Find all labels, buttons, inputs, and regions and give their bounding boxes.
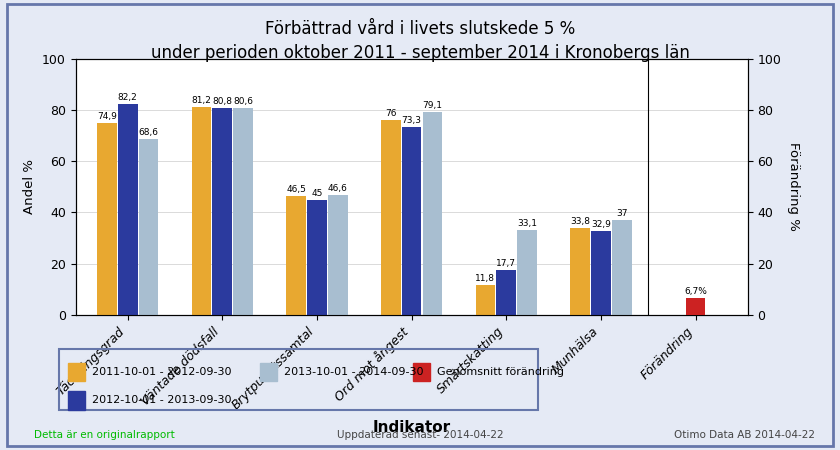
Text: Detta är en originalrapport: Detta är en originalrapport — [34, 430, 175, 440]
Bar — [307, 200, 327, 315]
Bar — [139, 139, 159, 315]
Text: Otimo Data AB 2014-04-22: Otimo Data AB 2014-04-22 — [674, 430, 815, 440]
Bar — [685, 298, 706, 315]
Text: 2011-10-01 - 2012-09-30: 2011-10-01 - 2012-09-30 — [92, 367, 232, 377]
Bar — [118, 104, 138, 315]
Bar — [591, 230, 611, 315]
Text: 33,1: 33,1 — [517, 219, 537, 228]
Y-axis label: Andel %: Andel % — [24, 159, 36, 214]
Bar — [496, 270, 516, 315]
Text: 80,6: 80,6 — [234, 97, 253, 106]
Bar — [68, 363, 85, 381]
Bar — [570, 228, 590, 315]
Bar — [402, 127, 422, 315]
Text: 2013-10-01 - 2014-09-30: 2013-10-01 - 2014-09-30 — [284, 367, 423, 377]
Text: 6,7%: 6,7% — [684, 287, 707, 296]
Text: 17,7: 17,7 — [496, 259, 517, 268]
X-axis label: Indikator: Indikator — [372, 420, 451, 436]
Y-axis label: Förändring %: Förändring % — [787, 142, 800, 231]
Bar — [413, 363, 430, 381]
Text: 73,3: 73,3 — [402, 116, 422, 125]
Bar — [68, 392, 85, 410]
Text: 76: 76 — [385, 109, 396, 118]
Bar — [286, 196, 306, 315]
Text: 46,5: 46,5 — [286, 184, 306, 194]
Bar — [612, 220, 632, 315]
Text: 32,9: 32,9 — [591, 220, 611, 229]
Bar — [234, 108, 253, 315]
Text: 46,6: 46,6 — [328, 184, 348, 194]
Text: Uppdaterad senast- 2014-04-22: Uppdaterad senast- 2014-04-22 — [337, 430, 503, 440]
Bar — [97, 123, 117, 315]
Text: 80,8: 80,8 — [213, 97, 233, 106]
Text: 33,8: 33,8 — [570, 217, 590, 226]
Text: Genomsnitt förändring: Genomsnitt förändring — [437, 367, 564, 377]
Bar — [423, 112, 443, 315]
Bar — [381, 120, 401, 315]
Text: 11,8: 11,8 — [475, 274, 496, 283]
Text: 37: 37 — [616, 209, 627, 218]
Text: 45: 45 — [312, 189, 323, 198]
Text: 81,2: 81,2 — [192, 96, 212, 105]
Text: 68,6: 68,6 — [139, 128, 159, 137]
Bar — [213, 108, 232, 315]
Bar — [475, 285, 496, 315]
Text: 74,9: 74,9 — [97, 112, 117, 121]
Text: Förbättrad vård i livets slutskede 5 %
under perioden oktober 2011 - september 2: Förbättrad vård i livets slutskede 5 % u… — [150, 20, 690, 62]
Text: 2012-10-01 - 2013-09-30: 2012-10-01 - 2013-09-30 — [92, 396, 232, 405]
Text: 79,1: 79,1 — [423, 101, 443, 110]
Bar — [192, 107, 212, 315]
Bar — [328, 195, 348, 315]
Text: 82,2: 82,2 — [118, 93, 138, 102]
Bar — [260, 363, 276, 381]
Bar — [517, 230, 537, 315]
